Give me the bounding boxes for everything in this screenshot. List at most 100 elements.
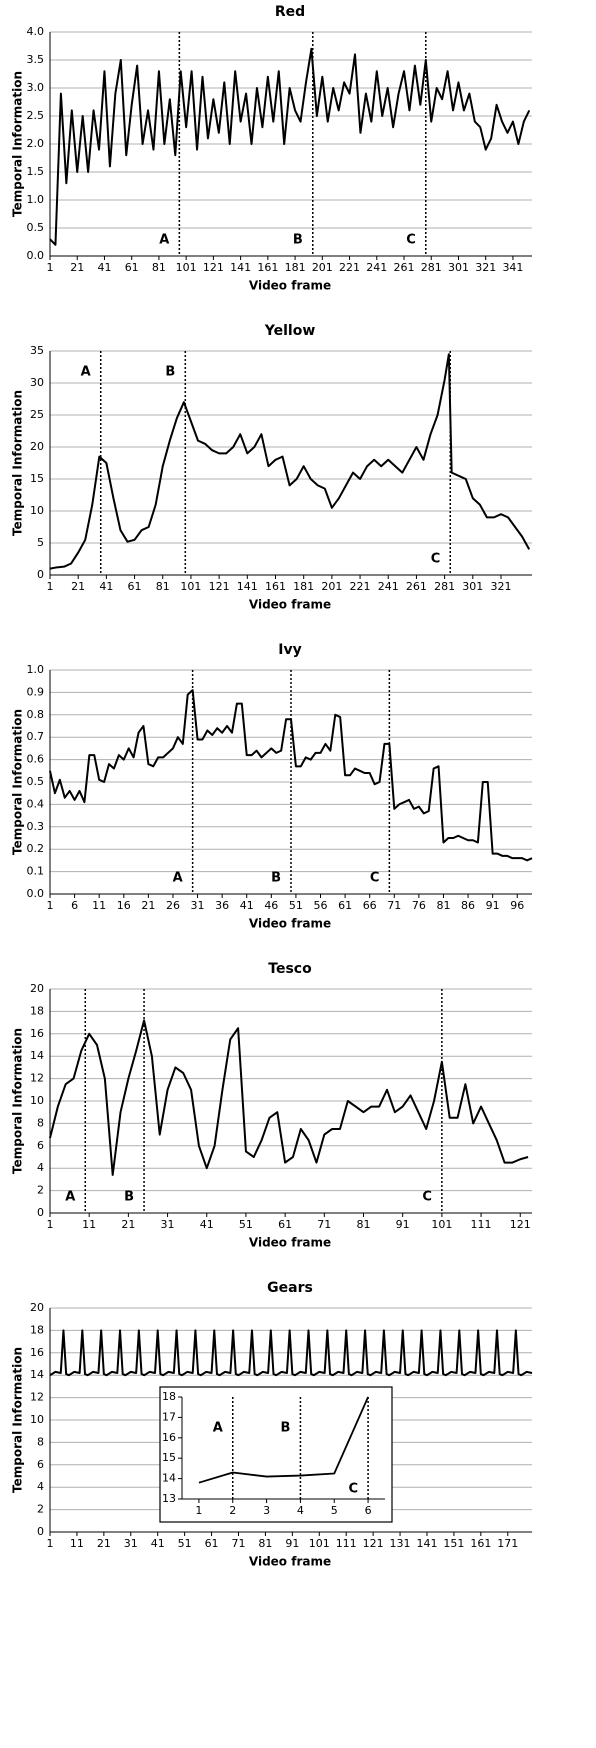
y-axis-label: Temporal Information <box>11 1028 25 1174</box>
x-tick-label: 31 <box>161 1218 175 1231</box>
x-tick-label: 11 <box>70 1537 84 1550</box>
y-axis-label: Temporal Information <box>11 1347 25 1493</box>
y-tick-label: 1.0 <box>27 663 45 676</box>
y-tick-label: 12 <box>30 1072 44 1085</box>
x-tick-label: 11 <box>82 1218 96 1231</box>
marker-label: A <box>65 1190 75 1205</box>
x-tick-label: 321 <box>475 261 496 274</box>
x-tick-label: 41 <box>97 261 111 274</box>
marker-label: C <box>349 1482 359 1497</box>
y-tick-label: 10 <box>30 1094 44 1107</box>
y-tick-label: 16 <box>30 1346 44 1359</box>
y-tick-label: 6 <box>37 1458 44 1471</box>
x-tick-label: 61 <box>125 261 139 274</box>
x-tick-label: 341 <box>502 261 523 274</box>
x-tick-label: 31 <box>191 899 205 912</box>
x-tick-label: 301 <box>462 580 483 593</box>
y-tick-label: 20 <box>30 982 44 995</box>
x-tick-label: 6 <box>71 899 78 912</box>
y-tick-label: 2.0 <box>27 137 45 150</box>
x-tick-label: 96 <box>510 899 524 912</box>
x-tick-label: 141 <box>230 261 251 274</box>
y-tick-label: 17 <box>162 1410 176 1423</box>
x-tick-label: 86 <box>461 899 475 912</box>
y-tick-label: 20 <box>30 440 44 453</box>
x-tick-label: 71 <box>387 899 401 912</box>
x-tick-label: 61 <box>338 899 352 912</box>
marker-label: B <box>124 1190 134 1205</box>
y-tick-label: 4 <box>37 1161 44 1174</box>
x-tick-label: 91 <box>486 899 500 912</box>
x-tick-label: 5 <box>331 1504 338 1517</box>
y-tick-label: 16 <box>162 1431 176 1444</box>
y-tick-label: 0 <box>37 1525 44 1538</box>
x-tick-label: 21 <box>70 261 84 274</box>
x-tick-label: 51 <box>178 1537 192 1550</box>
marker-label: A <box>159 233 169 248</box>
y-tick-label: 1.0 <box>27 193 45 206</box>
x-tick-label: 76 <box>412 899 426 912</box>
marker-label: B <box>280 1421 290 1436</box>
x-tick-label: 181 <box>285 261 306 274</box>
x-tick-label: 4 <box>297 1504 304 1517</box>
y-tick-label: 2 <box>37 1184 44 1197</box>
y-tick-label: 0.0 <box>27 249 45 262</box>
x-tick-label: 221 <box>339 261 360 274</box>
y-tick-label: 8 <box>37 1116 44 1129</box>
marker-label: C <box>422 1190 432 1205</box>
x-tick-label: 161 <box>265 580 286 593</box>
x-tick-label: 151 <box>443 1537 464 1550</box>
x-tick-label: 1 <box>47 1218 54 1231</box>
x-tick-label: 81 <box>156 580 170 593</box>
x-tick-label: 281 <box>434 580 455 593</box>
chart-title: Yellow <box>264 323 316 339</box>
y-tick-label: 0.8 <box>27 708 45 721</box>
chart-title: Tesco <box>268 961 312 977</box>
y-tick-label: 15 <box>162 1451 176 1464</box>
y-tick-label: 35 <box>30 344 44 357</box>
x-tick-label: 41 <box>151 1537 165 1550</box>
x-axis-label: Video frame <box>249 1236 331 1250</box>
y-tick-label: 3.5 <box>27 53 45 66</box>
marker-label: B <box>271 871 281 886</box>
marker-label: A <box>173 871 183 886</box>
x-tick-label: 111 <box>336 1537 357 1550</box>
marker-label: B <box>293 233 303 248</box>
y-tick-label: 0.6 <box>27 753 45 766</box>
data-line <box>198 1396 369 1484</box>
x-tick-label: 56 <box>314 899 328 912</box>
chart-title: Red <box>275 4 305 20</box>
x-tick-label: 111 <box>471 1218 492 1231</box>
x-tick-label: 31 <box>124 1537 138 1550</box>
data-line <box>49 1329 533 1377</box>
x-tick-label: 91 <box>396 1218 410 1231</box>
x-tick-label: 101 <box>431 1218 452 1231</box>
x-axis-label: Video frame <box>249 598 331 612</box>
x-tick-label: 1 <box>195 1504 202 1517</box>
x-tick-label: 281 <box>421 261 442 274</box>
x-tick-label: 131 <box>390 1537 411 1550</box>
x-tick-label: 261 <box>406 580 427 593</box>
x-tick-label: 81 <box>436 899 450 912</box>
y-tick-label: 10 <box>30 504 44 517</box>
y-tick-label: 0.9 <box>27 685 45 698</box>
x-tick-label: 121 <box>209 580 230 593</box>
x-tick-label: 21 <box>121 1218 135 1231</box>
y-tick-label: 12 <box>30 1391 44 1404</box>
data-line <box>49 47 531 246</box>
x-tick-label: 321 <box>490 580 511 593</box>
y-tick-label: 0.3 <box>27 820 45 833</box>
x-tick-label: 51 <box>289 899 303 912</box>
x-tick-label: 201 <box>321 580 342 593</box>
x-tick-label: 81 <box>152 261 166 274</box>
x-tick-label: 261 <box>394 261 415 274</box>
x-tick-label: 21 <box>71 580 85 593</box>
y-tick-label: 5 <box>37 536 44 549</box>
marker-label: A <box>213 1421 223 1436</box>
x-tick-label: 1 <box>47 899 54 912</box>
x-tick-label: 71 <box>231 1537 245 1550</box>
y-tick-label: 2.5 <box>27 109 45 122</box>
y-tick-label: 14 <box>162 1472 176 1485</box>
y-tick-label: 25 <box>30 408 44 421</box>
